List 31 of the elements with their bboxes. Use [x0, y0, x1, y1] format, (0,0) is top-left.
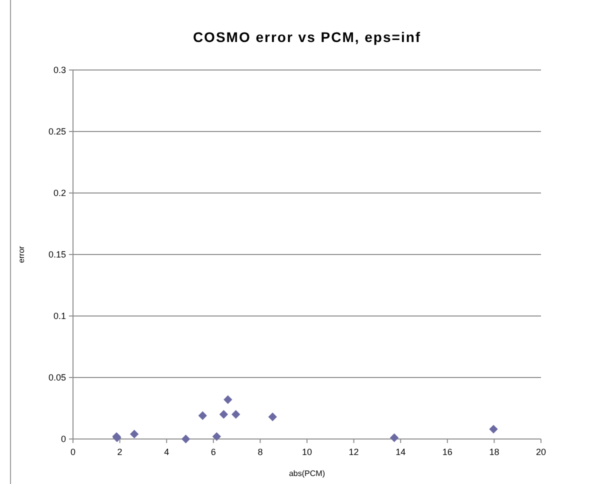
point — [130, 430, 139, 438]
y-tick-label: 0.15 — [48, 250, 66, 260]
x-tick-label: 2 — [117, 447, 122, 457]
y-tick-label: 0.25 — [48, 126, 66, 137]
x-tick-label: 4 — [164, 447, 170, 457]
y-axis-title: error — [17, 246, 26, 263]
x-tick-label: 0 — [70, 447, 76, 457]
y-tick-label: 0.3 — [53, 65, 66, 76]
y-tick-label: 0.05 — [48, 372, 66, 383]
x-tick-label: 10 — [302, 447, 312, 457]
point — [212, 432, 222, 441]
x-tick-label: 18 — [489, 447, 500, 457]
x-tick-label: 6 — [210, 447, 216, 457]
y-tick-label: 0 — [60, 434, 66, 444]
point — [181, 434, 190, 444]
point — [390, 433, 399, 442]
point — [198, 411, 207, 420]
x-tick-label: 14 — [396, 447, 406, 457]
point — [489, 424, 498, 434]
x-tick-label: 20 — [536, 447, 546, 457]
x-tick-label: 8 — [258, 447, 263, 457]
point — [232, 410, 240, 419]
y-tick-label: 0.2 — [53, 188, 66, 198]
point — [219, 410, 228, 419]
x-axis-title: abs(PCM) — [288, 469, 326, 478]
y-tick-label: 0.1 — [53, 311, 66, 322]
point — [268, 412, 277, 422]
point — [224, 395, 232, 404]
x-tick-label: 12 — [348, 447, 359, 457]
chart-title: COSMO error vs PCM, eps=inf — [192, 29, 422, 45]
x-tick-label: 16 — [442, 447, 452, 457]
